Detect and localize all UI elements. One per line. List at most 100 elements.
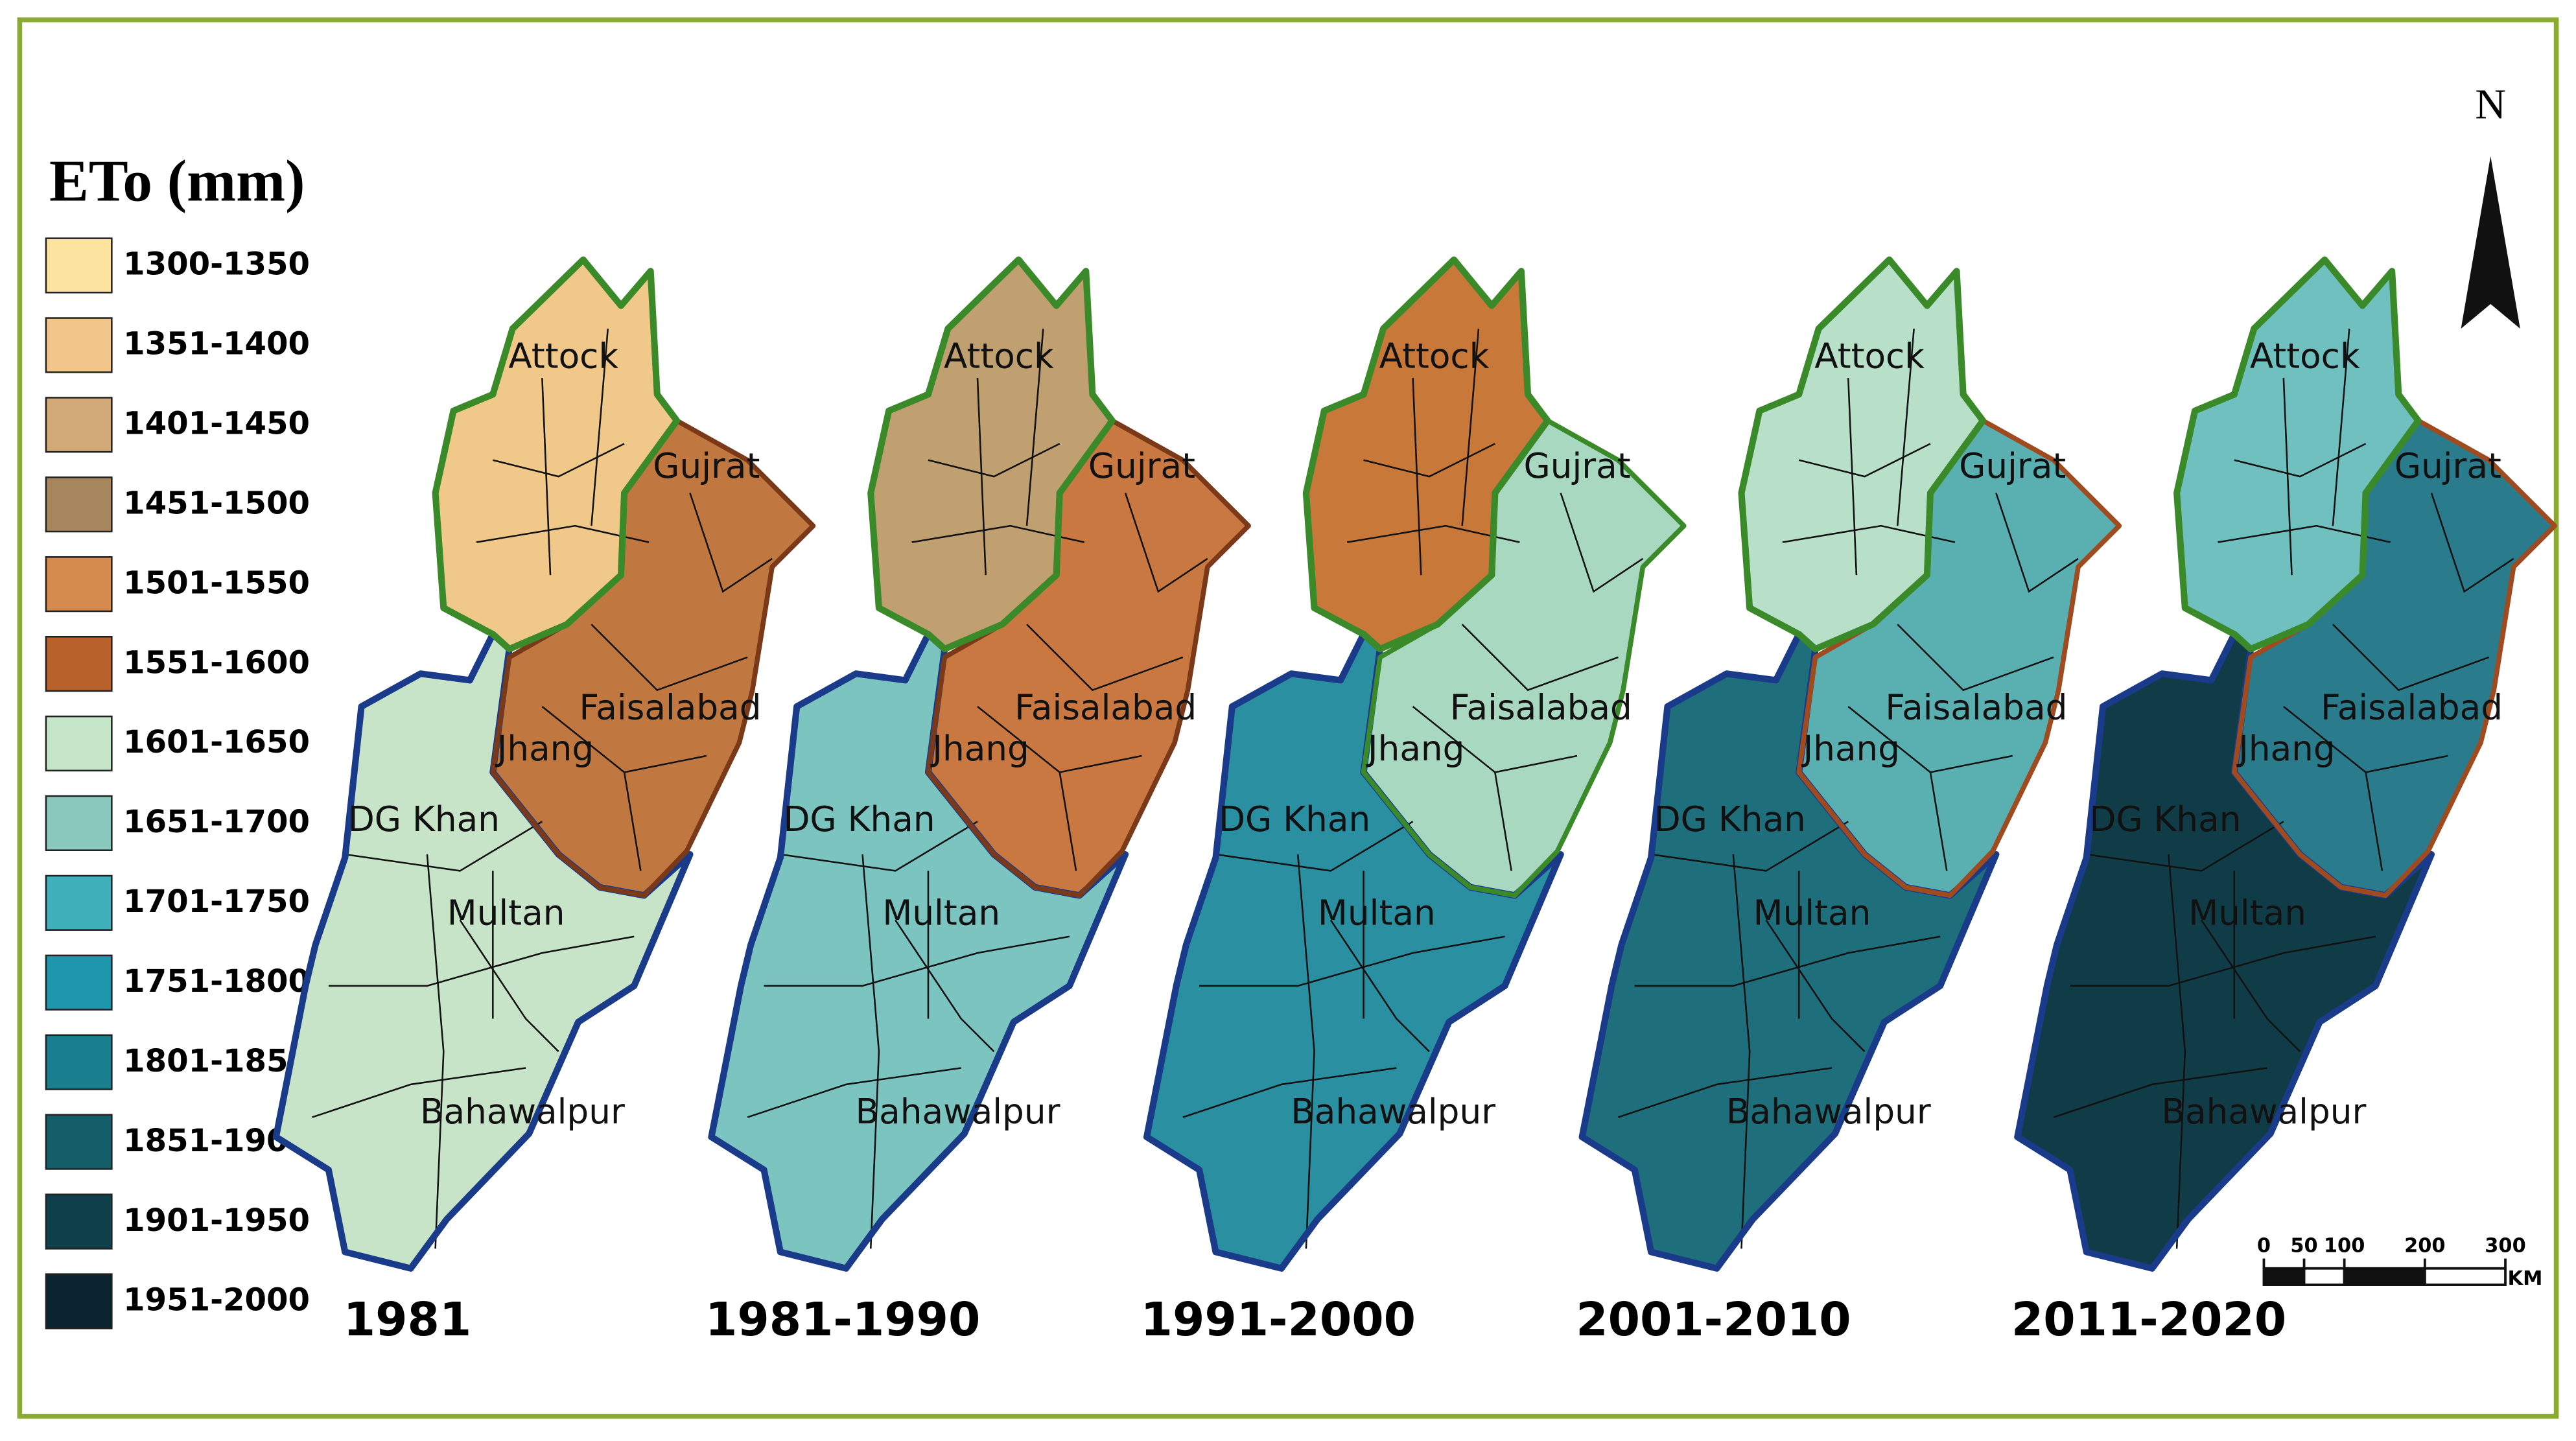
legend-swatch	[45, 635, 113, 692]
city-label: Faisalabad	[2321, 688, 2503, 728]
scale-tick-label: 200	[2404, 1234, 2445, 1257]
scale-tick-label: 0	[2257, 1234, 2271, 1257]
north-label: N	[2475, 81, 2506, 128]
district-border	[541, 378, 552, 576]
district-border	[2430, 493, 2514, 593]
region-south	[2017, 634, 2431, 1269]
legend-swatch	[45, 476, 113, 533]
district-border	[2053, 1067, 2267, 1118]
district-border	[2332, 328, 2350, 526]
district-border	[1494, 772, 1512, 871]
district-border	[1897, 624, 2054, 692]
city-label: Multan	[882, 893, 1000, 933]
city-label: DG Khan	[783, 799, 935, 839]
legend-label: 1551-1600	[123, 644, 310, 681]
city-label: Gujrat	[653, 446, 760, 486]
district-border	[1025, 328, 1044, 526]
city-label: Bahawalpur	[420, 1092, 625, 1132]
north-arrow	[2461, 156, 2520, 329]
legend-swatch	[45, 1034, 113, 1090]
north-border	[1302, 256, 1551, 653]
district-border	[1650, 821, 1849, 872]
district-border	[2365, 772, 2383, 871]
scale-unit: KM	[2508, 1267, 2543, 1290]
region-south	[711, 634, 1126, 1269]
legend-label: 1651-1700	[123, 804, 310, 840]
region-east	[1799, 420, 2120, 896]
scale-segment	[2302, 1267, 2346, 1286]
city-label: Jhang	[2236, 729, 2336, 769]
city-label: Faisalabad	[1885, 688, 2067, 728]
region-east	[928, 420, 1249, 896]
district-border	[895, 919, 995, 1053]
city-label: Attock	[508, 336, 618, 376]
district-border	[861, 854, 880, 1249]
district-border	[312, 1067, 526, 1118]
district-border	[1929, 772, 1948, 871]
region-south	[275, 634, 690, 1269]
district-border	[928, 443, 1060, 478]
region-east	[2234, 420, 2555, 896]
city-label: Multan	[447, 893, 565, 933]
legend-swatch	[45, 556, 113, 613]
district-border	[1798, 443, 1931, 478]
district-border	[1363, 443, 1495, 478]
city-label: Attock	[1814, 336, 1925, 376]
scale-bar: 0 50 100 200 300 KM	[2257, 1234, 2542, 1290]
district-border	[623, 772, 642, 871]
city-label: Gujrat	[2395, 446, 2501, 486]
panel-label: 1981-1990	[705, 1293, 980, 1346]
legend-swatch	[45, 795, 113, 851]
district-border	[764, 935, 1070, 987]
legend-swatch	[45, 874, 113, 931]
district-border	[1618, 1067, 1832, 1118]
legend-label: 1300-1350	[123, 246, 310, 283]
district-border	[2168, 854, 2186, 1249]
city-label: Jhang	[1801, 729, 1901, 769]
north-border	[867, 256, 1116, 653]
region-north	[1306, 259, 1548, 650]
city-label: Multan	[1753, 893, 1871, 933]
city-label: Faisalabad	[580, 688, 762, 728]
city-label: Multan	[1318, 893, 1436, 933]
district-border	[1847, 378, 1858, 576]
district-border	[1897, 328, 1915, 526]
legend-swatch	[45, 715, 113, 772]
district-border	[2086, 821, 2284, 872]
region-north	[2177, 259, 2418, 650]
district-border	[780, 821, 978, 872]
scale-segment	[2343, 1267, 2426, 1286]
legend-label: 1401-1450	[123, 406, 310, 442]
district-border	[1461, 328, 1480, 526]
region-north	[871, 259, 1112, 650]
district-border	[2234, 443, 2367, 478]
city-label: Attock	[944, 336, 1054, 376]
panel-label: 1991-2000	[1141, 1293, 1416, 1346]
legend-swatch	[45, 397, 113, 453]
district-border	[747, 1067, 961, 1118]
north-border	[2173, 256, 2422, 653]
district-border	[1765, 919, 1866, 1053]
region-north	[1741, 259, 1984, 650]
city-label: Multan	[2188, 893, 2306, 933]
scale-segment	[2423, 1267, 2507, 1286]
panel-label: 2011-2020	[2011, 1293, 2286, 1346]
district-border	[591, 624, 748, 692]
legend-title: ETo (mm)	[49, 148, 305, 213]
district-border	[1732, 854, 1751, 1249]
district-border	[328, 935, 635, 987]
district-border	[976, 378, 987, 576]
region-south	[1582, 634, 1996, 1269]
district-border	[1461, 624, 1619, 692]
scale-tick-label: 100	[2324, 1234, 2365, 1257]
city-label: DG Khan	[1219, 799, 1370, 839]
legend-swatch	[45, 1114, 113, 1170]
legend-label: 1351-1400	[123, 326, 310, 362]
legend-label: 1901-1950	[123, 1202, 310, 1239]
legend-swatch	[45, 317, 113, 373]
district-border	[1560, 493, 1644, 593]
district-border	[1329, 919, 1430, 1053]
